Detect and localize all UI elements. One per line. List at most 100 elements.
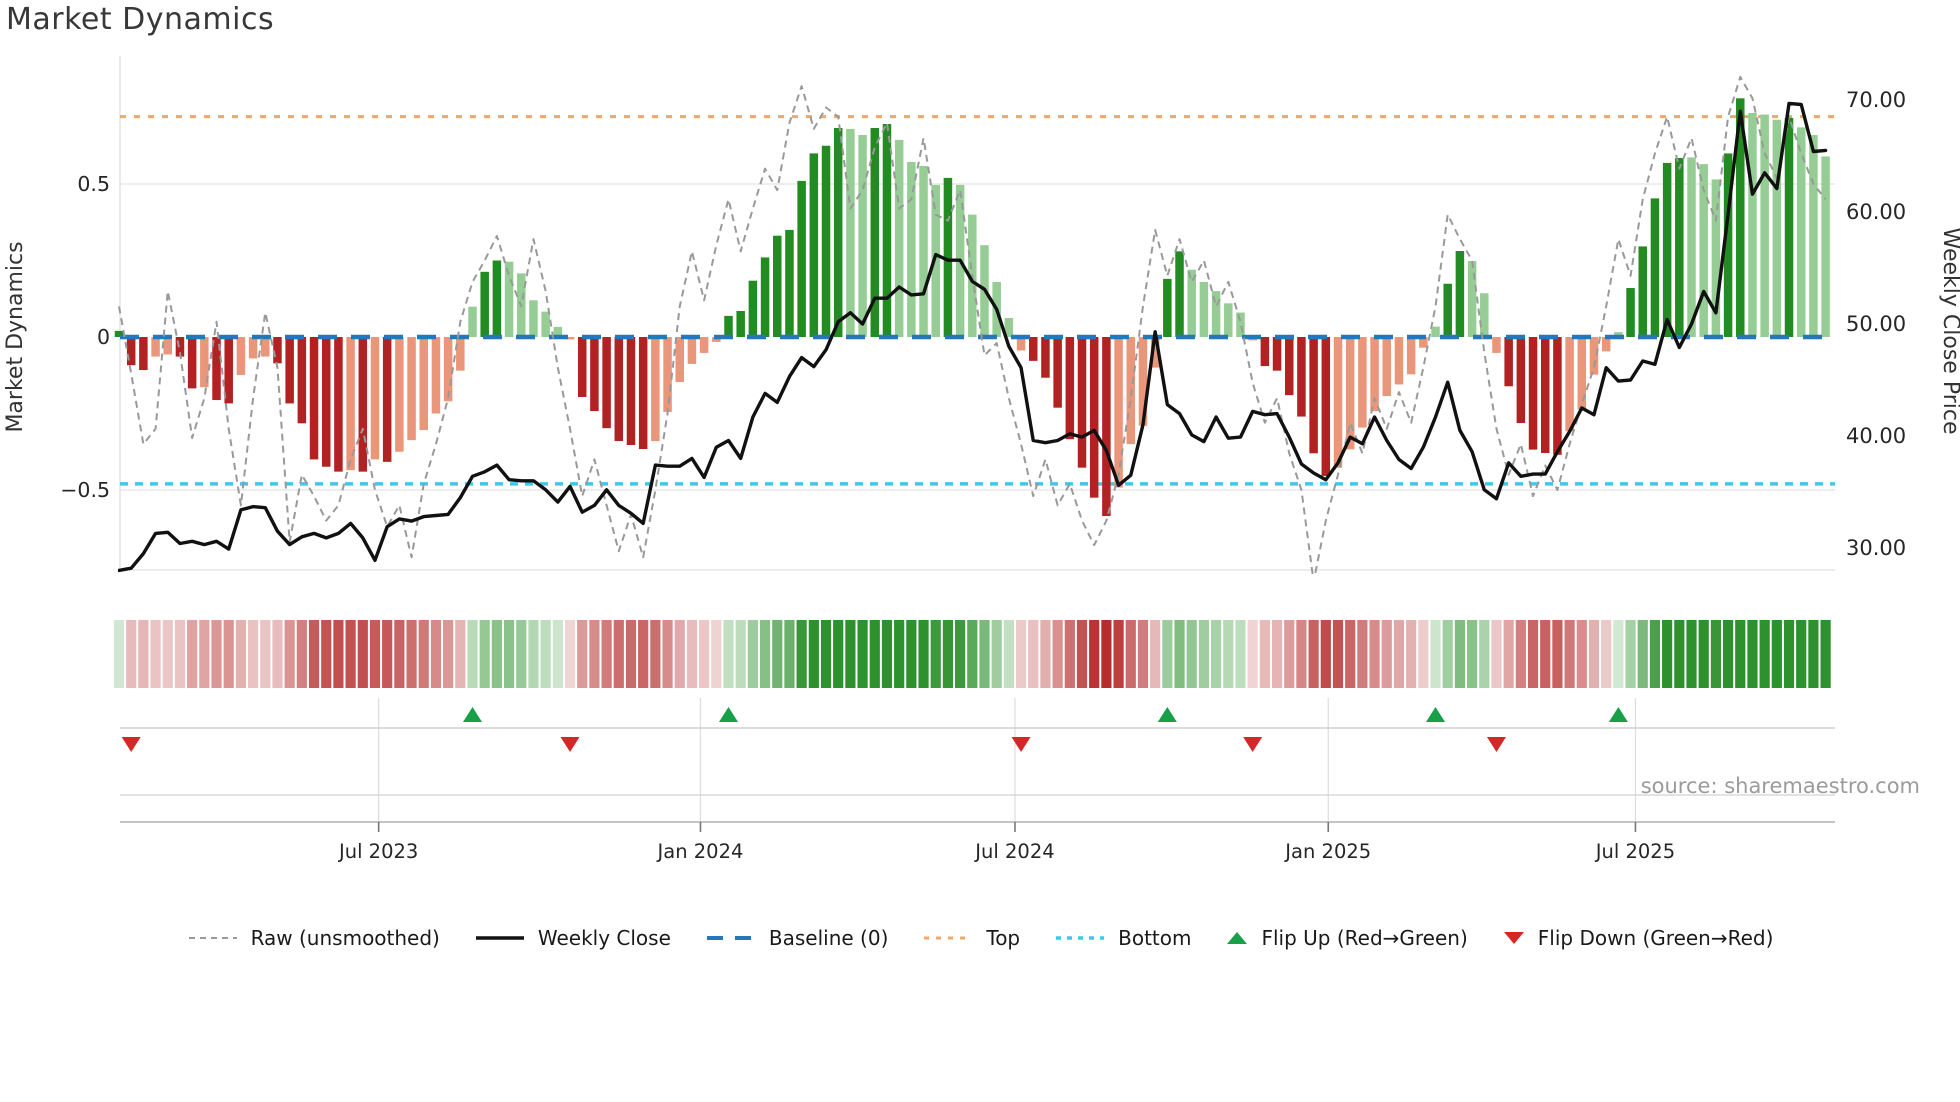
bottom-line-swatch (1056, 936, 1105, 940)
oscillator-bar (1309, 337, 1318, 454)
y-right-tick-label: 70.00 (1846, 88, 1906, 112)
heatmap-cell (699, 620, 710, 688)
oscillator-bar (1601, 337, 1611, 352)
heatmap-cell (430, 620, 442, 688)
heatmap-cell (211, 620, 222, 688)
heatmap-cell (955, 620, 966, 688)
heatmap-cell (1308, 620, 1319, 688)
oscillator-bar (1236, 312, 1245, 337)
oscillator-bar (1736, 98, 1745, 337)
flip-down-marker (1243, 737, 1263, 752)
x-tick-label: Jan 2024 (656, 840, 744, 863)
heatmap-cell (1491, 620, 1502, 688)
legend-label-top: Top (986, 926, 1021, 950)
oscillator-bar (1638, 246, 1647, 337)
oscillator-bar (236, 337, 246, 375)
heatmap-cell (1466, 620, 1478, 688)
heatmap-cell (528, 620, 539, 688)
oscillator-bar (1394, 337, 1404, 385)
oscillator-bar (273, 337, 282, 364)
heatmap-cell (284, 620, 295, 688)
oscillator-bar (346, 337, 355, 471)
heatmap-cell (1003, 620, 1014, 688)
heatmap-cell (930, 620, 941, 688)
heatmap-cell (1503, 620, 1514, 688)
oscillator-bar (651, 337, 660, 442)
legend-label-baseline: Baseline (0) (768, 926, 889, 950)
heatmap-cell (1722, 620, 1734, 688)
oscillator-bar (431, 337, 441, 414)
oscillator-bar (553, 326, 563, 337)
legend-label-flip-up: Flip Up (Red→Green) (1261, 926, 1468, 950)
raw-line-swatch (188, 937, 237, 939)
oscillator-bar (565, 337, 575, 340)
oscillator-bar (1419, 337, 1428, 348)
heatmap-cell (942, 620, 954, 688)
oscillator-bar (1224, 303, 1233, 337)
heatmap-cell (1247, 620, 1258, 688)
oscillator-bar (1528, 337, 1538, 450)
oscillator-bar (675, 337, 684, 382)
oscillator-bar (919, 165, 928, 337)
heatmap-cell (1613, 620, 1624, 688)
heatmap-cell (1601, 620, 1612, 688)
oscillator-bar (1199, 281, 1209, 337)
heatmap-cell (308, 620, 320, 688)
y-left-tick-label: 0.5 (77, 172, 110, 196)
heatmap-cell (235, 620, 246, 688)
oscillator-bar (833, 128, 843, 337)
oscillator-bar (382, 337, 392, 462)
oscillator-bar (1565, 337, 1574, 432)
flip-up-marker (463, 707, 483, 722)
heatmap-cell (808, 620, 819, 688)
oscillator-bar (163, 337, 173, 355)
oscillator-bar (1211, 291, 1221, 337)
legend-label-raw: Raw (unsmoothed) (250, 926, 440, 950)
oscillator-bar (468, 306, 477, 337)
legend-item-raw: Raw (unsmoothed) (187, 926, 440, 950)
y-right-tick-label: 60.00 (1846, 200, 1906, 224)
heatmap-cell (747, 620, 758, 688)
oscillator-bar (309, 337, 319, 460)
heatmap-cell (1076, 620, 1088, 688)
legend-item-bottom: Bottom (1054, 926, 1191, 950)
gridlines (119, 56, 1835, 571)
heatmap-cell (540, 620, 551, 688)
oscillator-bar (748, 280, 758, 337)
legend-label-bottom: Bottom (1118, 926, 1192, 950)
heatmap-cell (1332, 620, 1344, 688)
oscillator-bar (1114, 337, 1123, 488)
heatmap-cell (1588, 620, 1600, 688)
oscillator-bar (577, 337, 587, 397)
heatmap-cell (601, 620, 612, 688)
heatmap-cell (589, 620, 600, 688)
flip-down-icon (1503, 932, 1524, 944)
oscillator-bar (492, 260, 502, 337)
flip-down-marker (1011, 737, 1031, 752)
oscillator-bar (1382, 337, 1392, 397)
heatmap-cell (113, 620, 125, 688)
heatmap-cell (150, 620, 161, 688)
heatmap-cell (1454, 620, 1465, 688)
oscillator-bar (1821, 156, 1830, 337)
y-right-axis-label: Weekly Close Price (1938, 228, 1960, 435)
oscillator-bar (200, 337, 209, 388)
heatmap-cell (1808, 620, 1819, 688)
heatmap-strip (113, 620, 1831, 688)
oscillator-bar (1041, 337, 1050, 378)
heatmap-cell (443, 620, 454, 688)
y-left-axis-label: Market Dynamics (3, 241, 28, 432)
flip-down-marker (560, 737, 580, 752)
oscillator-bar (248, 337, 258, 359)
x-tick-label: Jul 2023 (337, 840, 418, 863)
heatmap-cell (894, 620, 905, 688)
oscillator-bar (1662, 162, 1672, 337)
oscillator-bar (1297, 337, 1306, 417)
oscillator-bar (1016, 337, 1026, 351)
heatmap-cell (321, 620, 332, 688)
oscillator-bar (407, 337, 416, 441)
heatmap-cell (1040, 620, 1051, 688)
heatmap-cell (686, 620, 698, 688)
heatmap-cell (382, 620, 393, 688)
flip-down-marker (121, 737, 141, 752)
